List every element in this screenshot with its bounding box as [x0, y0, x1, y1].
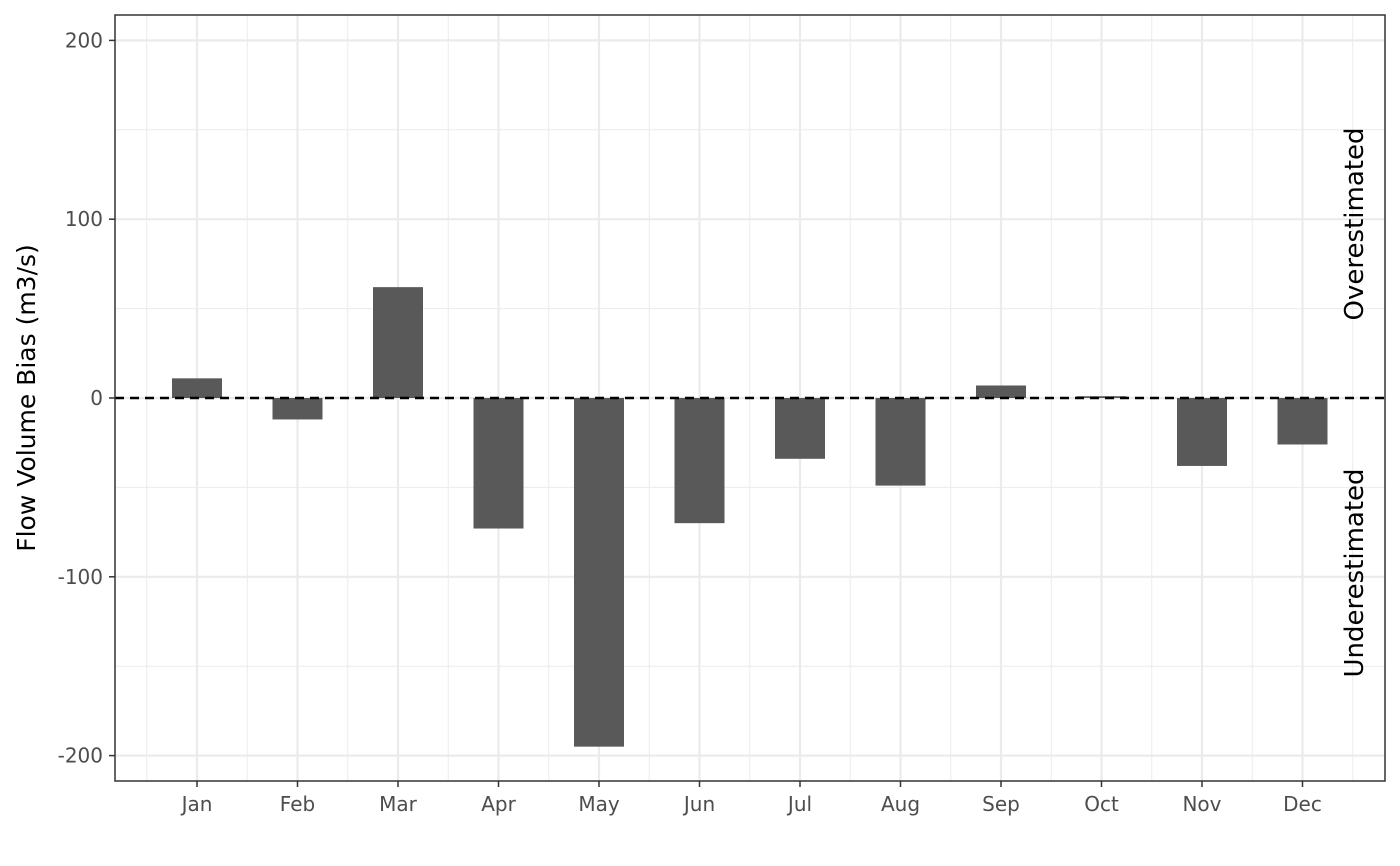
y-tick-label: 200 [65, 28, 103, 52]
x-axis: Jan Feb Mar Apr May Jun Jul Aug Sep Oct Nov Dec [180, 781, 1322, 816]
bar-feb [272, 398, 323, 420]
x-tick-label-apr: Apr [481, 792, 516, 816]
y-axis: -200 -100 0 100 200 [58, 28, 115, 768]
x-tick-label-oct: Oct [1084, 792, 1119, 816]
bar-jun [674, 398, 725, 524]
y-tick-label: -100 [58, 565, 103, 589]
x-tick-label-nov: Nov [1182, 792, 1221, 816]
x-tick-label-sep: Sep [982, 792, 1020, 816]
x-tick-label-aug: Aug [881, 792, 920, 816]
bar-jul [775, 398, 825, 459]
bar-dec [1277, 398, 1328, 445]
x-tick-label-feb: Feb [280, 792, 315, 816]
bar-mar [373, 287, 423, 398]
annotation-overestimated: Overestimated [1340, 128, 1370, 321]
y-tick-label: 0 [90, 386, 103, 410]
x-tick-label-jul: Jul [786, 792, 812, 816]
annotation-underestimated: Underestimated [1340, 468, 1370, 677]
x-tick-label-jun: Jun [682, 792, 715, 816]
bar-may [574, 398, 624, 747]
bars [172, 287, 1328, 747]
bar-apr [473, 398, 524, 529]
x-tick-label-mar: Mar [379, 792, 418, 816]
bar-nov [1177, 398, 1227, 466]
x-tick-label-dec: Dec [1283, 792, 1322, 816]
y-tick-label: 100 [65, 207, 103, 231]
bar-oct [1076, 396, 1127, 398]
y-axis-title: Flow Volume Bias (m3/s) [12, 244, 41, 552]
bar-jan [172, 378, 222, 398]
bar-sep [976, 385, 1026, 398]
bar-aug [875, 398, 926, 486]
x-tick-label-may: May [578, 792, 620, 816]
x-tick-label-jan: Jan [180, 792, 213, 816]
y-tick-label: -200 [58, 744, 103, 768]
